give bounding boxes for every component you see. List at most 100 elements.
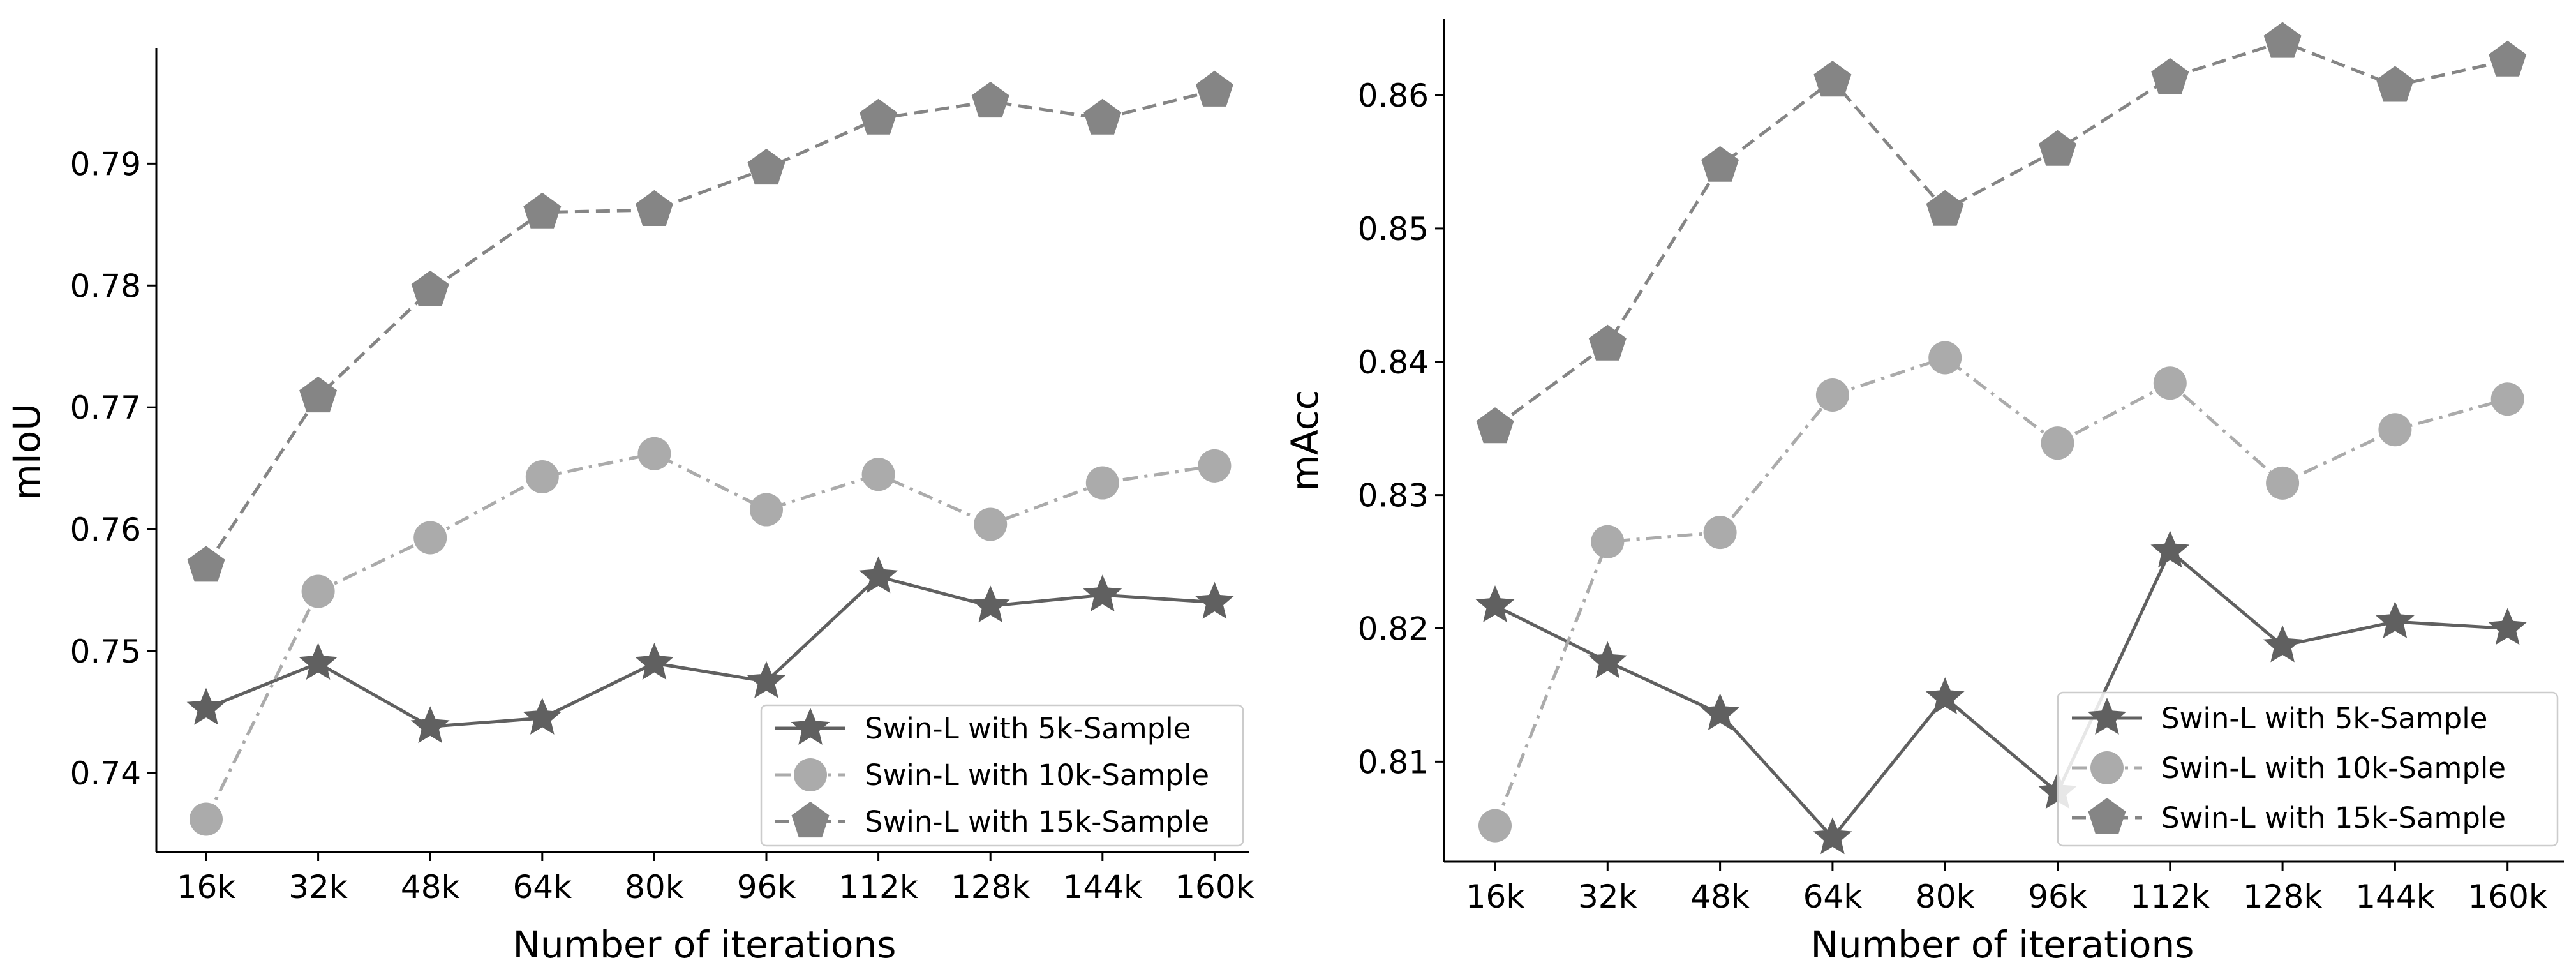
macc-x-tick-label: 112k bbox=[2131, 878, 2210, 915]
miou-legend-marker-1 bbox=[791, 708, 830, 745]
miou-series-line-3 bbox=[204, 89, 1216, 567]
miou-point-s3-16k bbox=[187, 546, 225, 582]
miou-point-s1-48k bbox=[410, 706, 450, 744]
miou-point-s2-32k bbox=[301, 574, 335, 608]
miou-point-s3-96k bbox=[747, 149, 785, 185]
miou-x-tick-label: 80k bbox=[625, 869, 684, 906]
macc-legend-marker-1 bbox=[2087, 698, 2127, 735]
miou-point-s2-16k bbox=[190, 802, 223, 836]
miou-point-s3-32k bbox=[299, 377, 338, 413]
macc-point-s1-112k bbox=[2150, 530, 2190, 568]
miou-point-s2-96k bbox=[750, 493, 783, 527]
miou-y-axis-label: mIoU bbox=[5, 403, 48, 500]
miou-point-s3-144k bbox=[1083, 98, 1122, 135]
macc-legend-label-3: Swin-L with 15k-Sample bbox=[2161, 801, 2506, 835]
miou-chart: 0.74 0.75 0.76 0.77 0.78 0.79 16k 32k 48k 64k 80k… bbox=[5, 48, 1254, 966]
miou-x-tick-label: 112k bbox=[838, 869, 918, 906]
macc-point-s3-16k bbox=[1476, 407, 1514, 444]
macc-y-tick-label: 0.85 bbox=[1358, 211, 1429, 248]
macc-y-tick-label: 0.81 bbox=[1358, 744, 1429, 781]
miou-point-s2-144k bbox=[1085, 466, 1119, 500]
macc-legend-label-1: Swin-L with 5k-Sample bbox=[2161, 701, 2487, 735]
miou-point-s1-80k bbox=[635, 643, 674, 680]
macc-point-s1-32k bbox=[1588, 641, 1627, 678]
miou-point-s3-64k bbox=[523, 192, 562, 229]
macc-point-s1-16k bbox=[1475, 585, 1515, 622]
macc-y-axis-label: mAcc bbox=[1283, 390, 1327, 491]
miou-point-s3-128k bbox=[971, 82, 1009, 118]
miou-x-tick-label: 160k bbox=[1175, 869, 1254, 906]
macc-point-s2-64k bbox=[1815, 378, 1849, 412]
macc-chart: 0.81 0.82 0.83 0.84 0.85 0.86 16k 32k 48k 64k 80k… bbox=[1283, 19, 2564, 966]
miou-y-tick-label: 0.77 bbox=[70, 389, 141, 426]
miou-legend-label-1: Swin-L with 5k-Sample bbox=[865, 712, 1191, 745]
macc-x-tick-label: 128k bbox=[2243, 878, 2322, 915]
macc-point-s2-48k bbox=[1703, 516, 1737, 550]
macc-point-s1-80k bbox=[1925, 677, 1965, 714]
macc-point-s3-96k bbox=[2039, 130, 2076, 166]
miou-series-line-2 bbox=[204, 452, 1215, 820]
macc-x-tick-label: 80k bbox=[1916, 878, 1975, 915]
miou-legend-marker-3 bbox=[791, 802, 830, 838]
miou-y-ticks: 0.74 0.75 0.76 0.77 0.78 0.79 bbox=[70, 146, 156, 792]
macc-point-s3-160k bbox=[2489, 40, 2527, 77]
miou-point-s1-144k bbox=[1083, 574, 1122, 612]
macc-series-line-3 bbox=[1494, 40, 2508, 429]
macc-legend-marker-2 bbox=[2090, 751, 2124, 784]
miou-point-s1-96k bbox=[747, 661, 786, 698]
miou-x-tick-label: 32k bbox=[288, 869, 348, 906]
miou-point-s2-112k bbox=[861, 458, 895, 491]
macc-point-s1-144k bbox=[2376, 601, 2415, 638]
macc-point-s3-32k bbox=[1588, 324, 1627, 361]
macc-x-tick-label: 64k bbox=[1803, 878, 1863, 915]
macc-point-s2-16k bbox=[1478, 809, 1512, 843]
miou-legend: Swin-L with 5k-Sample Swin-L with 10k-Sam… bbox=[760, 704, 1244, 847]
miou-point-s2-48k bbox=[413, 521, 447, 555]
miou-x-tick-label: 48k bbox=[401, 869, 460, 906]
macc-legend: Swin-L with 5k-Sample Swin-L with 10k-Sam… bbox=[2057, 691, 2559, 847]
miou-point-s2-160k bbox=[1198, 449, 1232, 483]
miou-point-s2-128k bbox=[974, 507, 1008, 541]
miou-point-s2-64k bbox=[525, 460, 559, 493]
miou-x-tick-label: 144k bbox=[1063, 869, 1142, 906]
miou-y-tick-label: 0.74 bbox=[70, 755, 141, 792]
macc-point-s2-128k bbox=[2266, 466, 2300, 500]
miou-point-s3-80k bbox=[635, 190, 673, 226]
macc-y-ticks: 0.81 0.82 0.83 0.84 0.85 0.86 bbox=[1358, 77, 1444, 781]
miou-point-s2-80k bbox=[637, 437, 671, 470]
macc-x-tick-label: 144k bbox=[2355, 878, 2434, 915]
macc-legend-marker-3 bbox=[2088, 798, 2126, 834]
macc-x-ticks: 16k 32k 48k 64k 80k 96k 112k 128k 144k 160k bbox=[1466, 862, 2547, 915]
macc-point-s2-96k bbox=[2041, 426, 2074, 460]
miou-y-tick-label: 0.79 bbox=[70, 146, 141, 183]
macc-point-s2-144k bbox=[2378, 413, 2412, 447]
miou-point-s1-32k bbox=[299, 643, 338, 680]
miou-series-lines bbox=[204, 89, 1216, 820]
macc-point-s3-112k bbox=[2151, 57, 2189, 94]
macc-legend-label-2: Swin-L with 10k-Sample bbox=[2161, 751, 2506, 785]
miou-legend-label-3: Swin-L with 15k-Sample bbox=[865, 805, 1209, 839]
macc-point-s2-160k bbox=[2490, 382, 2524, 416]
miou-x-tick-label: 96k bbox=[737, 869, 796, 906]
macc-x-tick-label: 96k bbox=[2028, 878, 2087, 915]
miou-x-ticks: 16k 32k 48k 64k 80k 96k 112k 128k 144k 160k bbox=[177, 852, 1254, 906]
macc-point-s1-64k bbox=[1813, 817, 1852, 855]
miou-legend-label-2: Swin-L with 10k-Sample bbox=[865, 758, 1209, 792]
macc-point-s3-48k bbox=[1701, 146, 1739, 182]
macc-point-s3-80k bbox=[1926, 190, 1964, 226]
macc-y-tick-label: 0.86 bbox=[1358, 77, 1429, 114]
macc-point-s3-144k bbox=[2376, 66, 2414, 102]
miou-legend-marker-2 bbox=[794, 758, 827, 791]
miou-x-axis-label: Number of iterations bbox=[512, 923, 896, 966]
macc-x-tick-label: 16k bbox=[1466, 878, 1525, 915]
macc-point-s3-64k bbox=[1813, 61, 1852, 97]
miou-point-s1-160k bbox=[1195, 581, 1234, 619]
macc-series-lines bbox=[1493, 40, 2508, 839]
macc-point-s2-112k bbox=[2153, 366, 2187, 400]
macc-legend-box bbox=[2057, 691, 2559, 847]
macc-point-s1-48k bbox=[1701, 693, 1739, 731]
macc-series-line-1 bbox=[1494, 549, 2508, 839]
miou-series-markers bbox=[186, 70, 1234, 836]
macc-x-tick-label: 160k bbox=[2468, 878, 2547, 915]
